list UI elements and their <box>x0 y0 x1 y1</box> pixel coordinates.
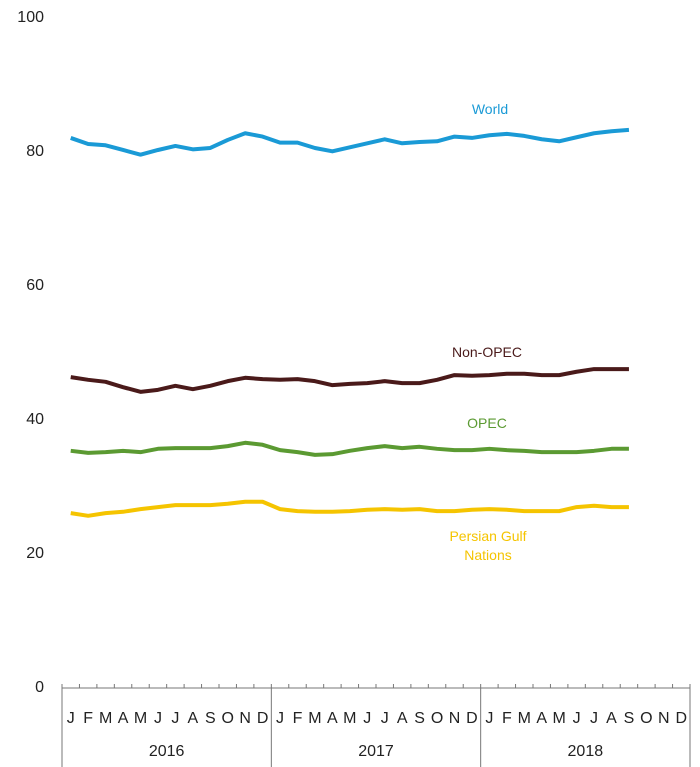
x-tick-label: M <box>518 710 531 727</box>
series-label: World <box>471 101 509 117</box>
year-label: 2018 <box>568 743 604 760</box>
x-tick-label: J <box>381 710 389 727</box>
x-tick-label: M <box>553 710 566 727</box>
x-tick-label: F <box>293 710 303 727</box>
series-line <box>70 127 630 157</box>
x-tick-label: M <box>99 710 112 727</box>
y-tick-label: 0 <box>35 679 44 696</box>
x-tick-label: A <box>187 710 198 727</box>
x-tick-label: D <box>675 710 687 727</box>
x-tick-label: O <box>221 710 233 727</box>
x-tick-label: S <box>624 710 635 727</box>
x-tick-label: J <box>485 710 493 727</box>
x-tick-label: O <box>431 710 443 727</box>
x-tick-label: A <box>536 710 547 727</box>
x-tick-label: O <box>640 710 652 727</box>
x-tick-label: A <box>118 710 129 727</box>
x-tick-label: A <box>327 710 338 727</box>
y-tick-label: 40 <box>26 411 44 428</box>
x-tick-label: J <box>67 710 75 727</box>
x-tick-label: N <box>449 710 461 727</box>
x-tick-label: A <box>606 710 617 727</box>
x-tick-label: F <box>83 710 93 727</box>
year-label: 2016 <box>149 743 185 760</box>
series-label: Non-OPEC <box>451 344 523 360</box>
x-tick-label: F <box>502 710 512 727</box>
series-line <box>70 499 629 518</box>
y-tick-label: 60 <box>26 277 44 294</box>
x-tick-label: S <box>414 710 425 727</box>
x-tick-label: N <box>239 710 251 727</box>
x-tick-label: J <box>154 710 162 727</box>
x-tick-label: D <box>257 710 269 727</box>
x-tick-label: D <box>466 710 478 727</box>
x-tick-label: J <box>171 710 179 727</box>
series-label: OPEC <box>467 415 507 431</box>
x-tick-label: J <box>590 710 598 727</box>
series-label: Persian Gulf Nations <box>449 528 527 563</box>
x-tick-label: M <box>308 710 321 727</box>
y-tick-label: 80 <box>26 143 44 160</box>
x-tick-label: J <box>573 710 581 727</box>
x-tick-label: J <box>363 710 371 727</box>
x-tick-label: M <box>343 710 356 727</box>
series-line <box>70 367 629 394</box>
y-tick-label: 20 <box>26 545 44 562</box>
x-tick-label: M <box>134 710 147 727</box>
y-tick-label: 100 <box>17 9 44 26</box>
x-tick-label: S <box>205 710 216 727</box>
x-tick-label: J <box>276 710 284 727</box>
year-label: 2017 <box>358 743 394 760</box>
x-tick-label: N <box>658 710 670 727</box>
x-tick-label: A <box>397 710 408 727</box>
series-line <box>70 440 629 457</box>
